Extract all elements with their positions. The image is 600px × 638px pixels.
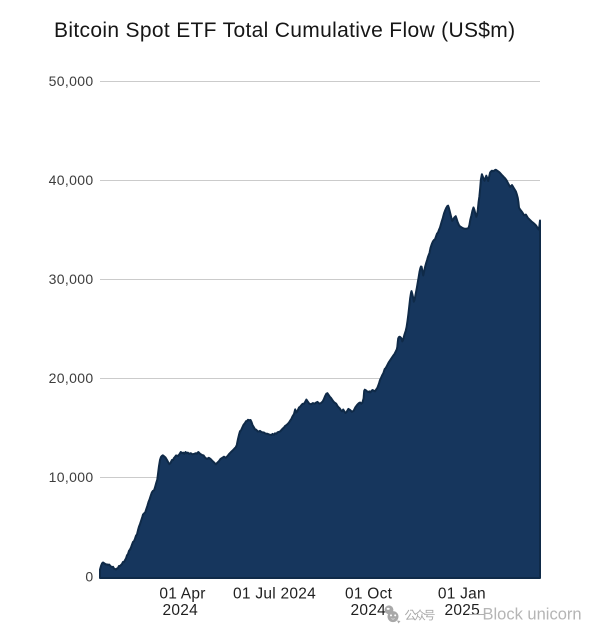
svg-text:2025: 2025 [444,602,479,619]
svg-text:30,000: 30,000 [49,271,94,287]
svg-text:40,000: 40,000 [49,172,94,188]
svg-text:20,000: 20,000 [49,370,94,386]
svg-text:2024: 2024 [351,602,387,619]
svg-text:Bitcoin Spot ETF Total Cumulat: Bitcoin Spot ETF Total Cumulative Flow (… [54,19,515,42]
svg-text:01 Oct: 01 Oct [345,586,393,603]
svg-text:10,000: 10,000 [49,469,94,485]
svg-text:Block unicorn: Block unicorn [483,606,582,624]
svg-text:01 Jan: 01 Jan [438,586,486,603]
svg-text:01 Jul 2024: 01 Jul 2024 [233,586,316,603]
svg-text:50,000: 50,000 [49,73,94,89]
svg-text:01 Apr: 01 Apr [159,586,205,603]
svg-text:2024: 2024 [163,602,199,619]
svg-text:0: 0 [85,569,93,585]
svg-text:—: — [469,605,484,622]
